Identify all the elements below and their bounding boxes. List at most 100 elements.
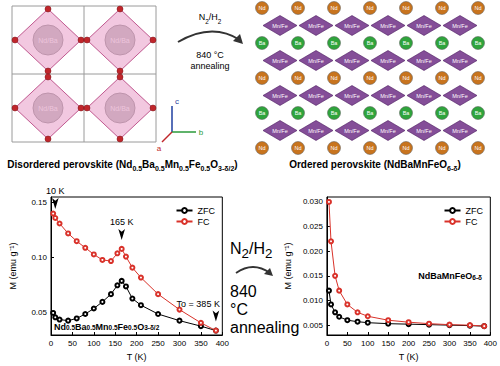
svg-text:Mn/Fe: Mn/Fe	[308, 23, 324, 29]
svg-text:400: 400	[484, 339, 498, 348]
svg-text:0.15: 0.15	[31, 198, 47, 207]
svg-text:Nd: Nd	[54, 322, 66, 332]
svg-text:150: 150	[109, 339, 123, 348]
svg-text:Mn/Fe: Mn/Fe	[452, 58, 468, 64]
svg-text:Mn/Fe: Mn/Fe	[380, 93, 396, 99]
svg-text:200: 200	[130, 339, 144, 348]
svg-text:0.05: 0.05	[31, 308, 47, 317]
svg-text:Mn/Fe: Mn/Fe	[416, 93, 432, 99]
svg-text:Mn/Fe: Mn/Fe	[380, 128, 396, 134]
svg-text:400: 400	[216, 339, 230, 348]
svg-text:Nd: Nd	[330, 5, 337, 11]
svg-text:0.005: 0.005	[303, 321, 324, 330]
svg-text:0.5: 0.5	[128, 324, 137, 331]
svg-text:Nd: Nd	[258, 75, 265, 81]
svg-text:100: 100	[87, 339, 101, 348]
svg-text:150: 150	[382, 339, 396, 348]
svg-text:Nd: Nd	[330, 75, 337, 81]
svg-text:Mn/Fe: Mn/Fe	[344, 23, 360, 29]
svg-text:ZFC: ZFC	[198, 206, 216, 216]
svg-text:Ba: Ba	[295, 40, 303, 46]
svg-text:0: 0	[49, 339, 54, 348]
svg-text:N2/H2: N2/H2	[199, 12, 222, 25]
svg-text:165 K: 165 K	[110, 217, 134, 227]
svg-text:250: 250	[422, 339, 436, 348]
svg-text:Mn/Fe: Mn/Fe	[308, 128, 324, 134]
svg-text:Mn/Fe: Mn/Fe	[452, 23, 468, 29]
svg-text:Mn/Fe: Mn/Fe	[452, 128, 468, 134]
svg-text:Mn/Fe: Mn/Fe	[344, 128, 360, 134]
svg-text:Nd: Nd	[438, 145, 445, 151]
svg-text:Nd: Nd	[474, 145, 481, 151]
svg-text:0.030: 0.030	[303, 197, 324, 206]
svg-text:350: 350	[194, 339, 208, 348]
svg-text:Ba: Ba	[331, 110, 339, 116]
svg-text:ZFC: ZFC	[466, 206, 484, 216]
svg-text:Nd: Nd	[474, 5, 481, 11]
svg-text:0.015: 0.015	[303, 271, 324, 280]
svg-text:Nd: Nd	[366, 145, 373, 151]
svg-text:Mn/Fe: Mn/Fe	[416, 58, 432, 64]
svg-text:Nd: Nd	[366, 75, 373, 81]
svg-text:Ba: Ba	[367, 110, 375, 116]
svg-text:10 K: 10 K	[46, 186, 65, 196]
svg-text:FC: FC	[198, 217, 210, 227]
svg-text:6-δ: 6-δ	[472, 274, 482, 281]
svg-text:Ba: Ba	[439, 110, 447, 116]
svg-text:0.5: 0.5	[66, 324, 75, 331]
svg-text:Ba: Ba	[475, 110, 483, 116]
svg-text:Mn: Mn	[96, 322, 109, 332]
svg-text:Mn/Fe: Mn/Fe	[272, 23, 288, 29]
svg-text:Ba: Ba	[259, 110, 267, 116]
svg-text:Mn/Fe: Mn/Fe	[416, 23, 432, 29]
svg-text:Nd: Nd	[402, 145, 409, 151]
svg-text:NdBaMnFeO: NdBaMnFeO	[418, 271, 472, 281]
svg-text:Nd: Nd	[294, 75, 301, 81]
svg-text:Mn/Fe: Mn/Fe	[308, 93, 324, 99]
svg-text:FC: FC	[466, 217, 478, 227]
svg-text:Nd: Nd	[258, 5, 265, 11]
svg-text:M (emu g⁻¹): M (emu g⁻¹)	[8, 242, 18, 289]
svg-text:Nd: Nd	[294, 145, 301, 151]
svg-text:Mn/Fe: Mn/Fe	[272, 128, 288, 134]
svg-text:Nd: Nd	[438, 5, 445, 11]
svg-text:annealing: annealing	[190, 61, 229, 71]
svg-text:Mn/Fe: Mn/Fe	[344, 58, 360, 64]
svg-text:840 °C: 840 °C	[196, 50, 224, 60]
svg-text:Ba: Ba	[295, 110, 303, 116]
svg-text:c: c	[175, 97, 179, 106]
svg-text:Ba: Ba	[259, 40, 267, 46]
svg-text:b: b	[199, 128, 204, 137]
svg-text:200: 200	[402, 339, 416, 348]
svg-text:300: 300	[173, 339, 187, 348]
svg-text:0.5: 0.5	[109, 324, 118, 331]
svg-text:Ba: Ba	[403, 40, 411, 46]
svg-text:Ba: Ba	[331, 40, 339, 46]
svg-text:Nd: Nd	[330, 145, 337, 151]
svg-text:Ba: Ba	[475, 40, 483, 46]
svg-text:300: 300	[443, 339, 457, 348]
svg-text:0: 0	[325, 339, 330, 348]
svg-text:Nd: Nd	[402, 75, 409, 81]
svg-text:Ba: Ba	[403, 110, 411, 116]
svg-text:Ba: Ba	[367, 40, 375, 46]
svg-text:100: 100	[361, 339, 375, 348]
svg-text:0.020: 0.020	[303, 247, 324, 256]
svg-text:Mn/Fe: Mn/Fe	[272, 93, 288, 99]
svg-text:Fe: Fe	[118, 322, 129, 332]
svg-text:Nd: Nd	[438, 75, 445, 81]
svg-text:Nd: Nd	[474, 75, 481, 81]
svg-text:Nd: Nd	[294, 5, 301, 11]
svg-text:Ba: Ba	[439, 40, 447, 46]
svg-text:Mn/Fe: Mn/Fe	[308, 58, 324, 64]
svg-text:Nd: Nd	[402, 5, 409, 11]
svg-text:T (K): T (K)	[399, 352, 419, 362]
svg-text:O: O	[137, 322, 144, 332]
svg-text:Mn/Fe: Mn/Fe	[452, 93, 468, 99]
svg-text:Mn/Fe: Mn/Fe	[344, 93, 360, 99]
svg-text:Nd: Nd	[366, 5, 373, 11]
svg-text:Mn/Fe: Mn/Fe	[272, 58, 288, 64]
svg-text:50: 50	[68, 339, 77, 348]
svg-text:Nd: Nd	[258, 145, 265, 151]
svg-text:Mn/Fe: Mn/Fe	[416, 128, 432, 134]
